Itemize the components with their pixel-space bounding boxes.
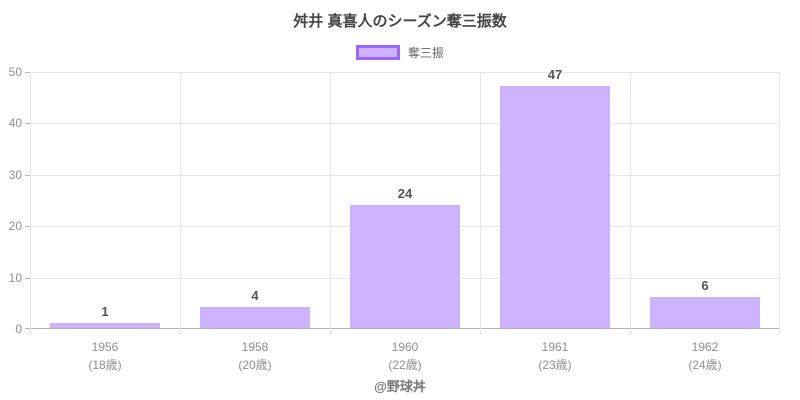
x-label-age: (20歳) <box>238 358 272 372</box>
x-axis-category-label: 1960 (22歳) <box>330 338 480 374</box>
x-axis-tick <box>779 329 780 335</box>
bar-1956[interactable] <box>50 323 160 328</box>
legend[interactable]: 奪三振 <box>0 44 800 61</box>
x-label-year: 1962 <box>691 340 719 354</box>
y-axis-tick <box>25 226 30 228</box>
x-label-year: 1960 <box>391 340 419 354</box>
x-label-age: (18歳) <box>88 358 122 372</box>
x-axis-tick <box>30 329 31 335</box>
bar-value-label: 47 <box>547 67 563 82</box>
y-axis-tick <box>25 72 30 73</box>
y-tick-label: 30 <box>8 167 22 182</box>
gridline-horizontal <box>30 123 780 125</box>
gridline-vertical <box>630 72 631 329</box>
y-axis-tick <box>25 277 30 279</box>
bar-1962[interactable] <box>650 297 760 328</box>
gridline-vertical <box>180 72 181 329</box>
x-label-age: (24歳) <box>688 358 722 372</box>
x-label-year: 1961 <box>541 340 569 354</box>
legend-swatch-icon <box>355 45 400 60</box>
y-tick-label: 10 <box>8 270 22 285</box>
x-axis-category-label: 1962 (24歳) <box>630 338 780 374</box>
x-axis-tick <box>480 329 481 335</box>
y-axis-tick <box>25 123 30 125</box>
chart-title: 舛井 真喜人のシーズン奪三振数 <box>293 13 507 30</box>
x-axis-tick <box>180 329 181 335</box>
x-axis-line <box>30 328 780 329</box>
y-tick-label: 20 <box>8 219 22 234</box>
x-label-age: (22歳) <box>388 358 422 372</box>
y-axis-line <box>30 72 31 329</box>
y-axis-tick <box>25 328 30 329</box>
attribution: @野球丼 <box>374 379 426 394</box>
gridline-horizontal <box>30 174 780 176</box>
bar-1960[interactable] <box>350 205 460 328</box>
x-axis-category-label: 1958 (20歳) <box>180 338 330 374</box>
x-label-age: (23歳) <box>538 358 572 372</box>
gridline-vertical <box>480 72 481 329</box>
y-tick-label: 0 <box>15 322 22 336</box>
bar-value-label: 24 <box>397 186 413 201</box>
bar-value-label: 4 <box>251 288 259 303</box>
bar-1961[interactable] <box>500 86 610 328</box>
x-axis-category-label: 1956 (18歳) <box>30 338 180 374</box>
legend-label: 奪三振 <box>407 46 444 60</box>
y-tick-label: 40 <box>8 116 22 131</box>
gridline-vertical <box>779 72 780 329</box>
bar-value-label: 1 <box>101 304 109 319</box>
bar-1958[interactable] <box>200 307 310 328</box>
x-axis-tick <box>330 329 331 335</box>
x-axis-category-label: 1961 (23歳) <box>480 338 630 374</box>
x-label-year: 1958 <box>241 340 269 354</box>
gridline-horizontal <box>30 72 780 73</box>
y-axis-tick <box>25 174 30 176</box>
bar-value-label: 6 <box>701 278 709 293</box>
plot-area: 1 4 24 47 6 <box>30 68 780 329</box>
x-axis-tick <box>630 329 631 335</box>
gridline-vertical <box>330 72 331 329</box>
x-label-year: 1956 <box>91 340 119 354</box>
y-tick-label: 50 <box>8 65 22 79</box>
